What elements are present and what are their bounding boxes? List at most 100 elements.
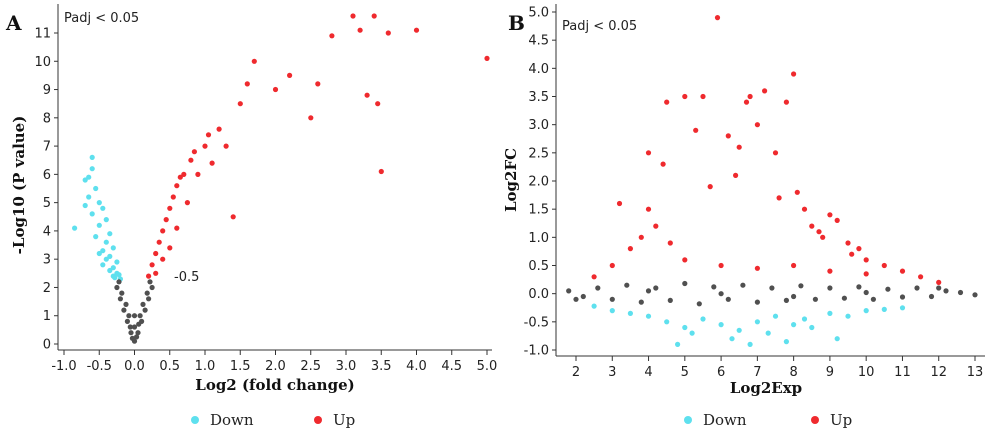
point-up <box>881 262 887 269</box>
x-tick-label: 1.5 <box>230 359 251 374</box>
point-down <box>783 339 790 345</box>
point-down <box>700 316 706 322</box>
point-ns <box>580 293 586 300</box>
point-up <box>899 268 906 274</box>
point-ns <box>135 330 141 336</box>
y-tick-label: 1.0 <box>528 231 549 246</box>
point-down <box>609 308 615 314</box>
point-down <box>863 308 869 314</box>
point-ns <box>121 307 127 313</box>
point-up <box>177 174 183 180</box>
point-ns <box>134 334 140 340</box>
point-up <box>616 200 623 207</box>
point-ns <box>856 284 862 290</box>
point-up <box>375 101 381 107</box>
point-ns <box>783 297 790 303</box>
point-ns <box>972 292 978 298</box>
point-ns <box>645 288 652 294</box>
point-up <box>251 58 257 64</box>
point-ns <box>718 291 724 297</box>
point-up <box>918 274 924 280</box>
point-ns <box>119 290 125 296</box>
y-tick-label: 0.5 <box>528 259 549 274</box>
x-tick-label: 5.0 <box>477 359 498 374</box>
point-down <box>89 166 95 172</box>
point-up <box>609 262 615 269</box>
point-down <box>116 272 122 278</box>
x-tick-label: 5 <box>681 365 689 380</box>
point-down <box>881 306 887 312</box>
point-down <box>689 330 695 336</box>
point-ns <box>914 285 920 291</box>
legend-a-up-label: Up <box>333 411 355 429</box>
point-ns <box>137 313 143 319</box>
x-tick-label: 3.0 <box>336 359 357 374</box>
panel-b-y-axis-label: Log2FC <box>502 148 520 212</box>
y-tick-label: 5.0 <box>528 6 549 21</box>
y-tick-label: -0.5 <box>524 315 549 330</box>
point-down <box>736 327 742 333</box>
point-up <box>156 239 162 245</box>
point-up <box>364 92 370 98</box>
point-up <box>653 223 659 229</box>
point-up <box>736 144 742 150</box>
point-up <box>791 71 797 77</box>
point-up <box>163 217 169 223</box>
point-up <box>350 13 356 19</box>
x-tick-label: 13 <box>967 365 984 380</box>
point-ns <box>149 284 155 291</box>
point-ns <box>147 279 153 285</box>
point-up <box>794 189 800 195</box>
point-ns <box>595 285 601 291</box>
x-tick-label: 2.5 <box>300 359 321 374</box>
point-ns <box>841 295 848 301</box>
legend-a-down-label: Down <box>210 411 254 429</box>
point-ns <box>870 296 877 302</box>
legend-b-down-label: Down <box>703 411 747 429</box>
point-down <box>96 250 102 257</box>
point-up <box>167 205 173 211</box>
point-down <box>809 324 815 331</box>
point-down <box>110 265 116 271</box>
point-down <box>845 313 851 319</box>
point-down <box>103 239 109 245</box>
point-up <box>484 55 490 62</box>
point-up <box>936 279 942 285</box>
x-tick-label: 9 <box>826 365 834 380</box>
point-up <box>743 99 750 105</box>
point-up <box>357 27 363 33</box>
point-down <box>82 177 88 183</box>
point-up <box>754 265 761 271</box>
x-tick-label: 3 <box>608 365 616 380</box>
y-tick-label: 10 <box>34 55 51 70</box>
point-up <box>149 262 155 268</box>
point-up <box>664 99 670 105</box>
legend-b-up-marker <box>811 416 819 424</box>
x-tick-label: 4.0 <box>406 359 427 374</box>
point-ns <box>798 283 804 289</box>
point-down <box>96 222 102 228</box>
point-up <box>627 246 634 252</box>
panel-a-threshold-label: -0.5 <box>174 270 199 285</box>
legend-b-up-label: Up <box>830 411 852 429</box>
point-ns <box>123 301 129 307</box>
panel-b: B Padj < 0.05 2 3 4 5 6 7 8 9 10 11 12 13 -1.0 -0.5 0… <box>502 4 985 397</box>
point-up <box>863 271 869 277</box>
point-up <box>700 93 706 100</box>
point-ns <box>140 301 146 307</box>
point-up <box>827 212 833 218</box>
panel-a-x-axis-label: Log2 (fold change) <box>195 376 354 394</box>
point-up <box>809 223 815 229</box>
point-up <box>188 157 194 163</box>
point-up <box>378 168 384 175</box>
panel-a: A Padj < 0.05 -0.5 -1.0 -0.5 0.0 0.5 1.0 1.5 2… <box>5 4 497 394</box>
point-up <box>645 150 652 156</box>
point-up <box>714 15 721 21</box>
point-up <box>329 33 335 39</box>
y-tick-label: 4.0 <box>528 62 549 77</box>
point-ns <box>131 313 138 319</box>
point-up <box>153 250 159 257</box>
point-up <box>776 195 782 201</box>
point-ns <box>566 288 572 294</box>
